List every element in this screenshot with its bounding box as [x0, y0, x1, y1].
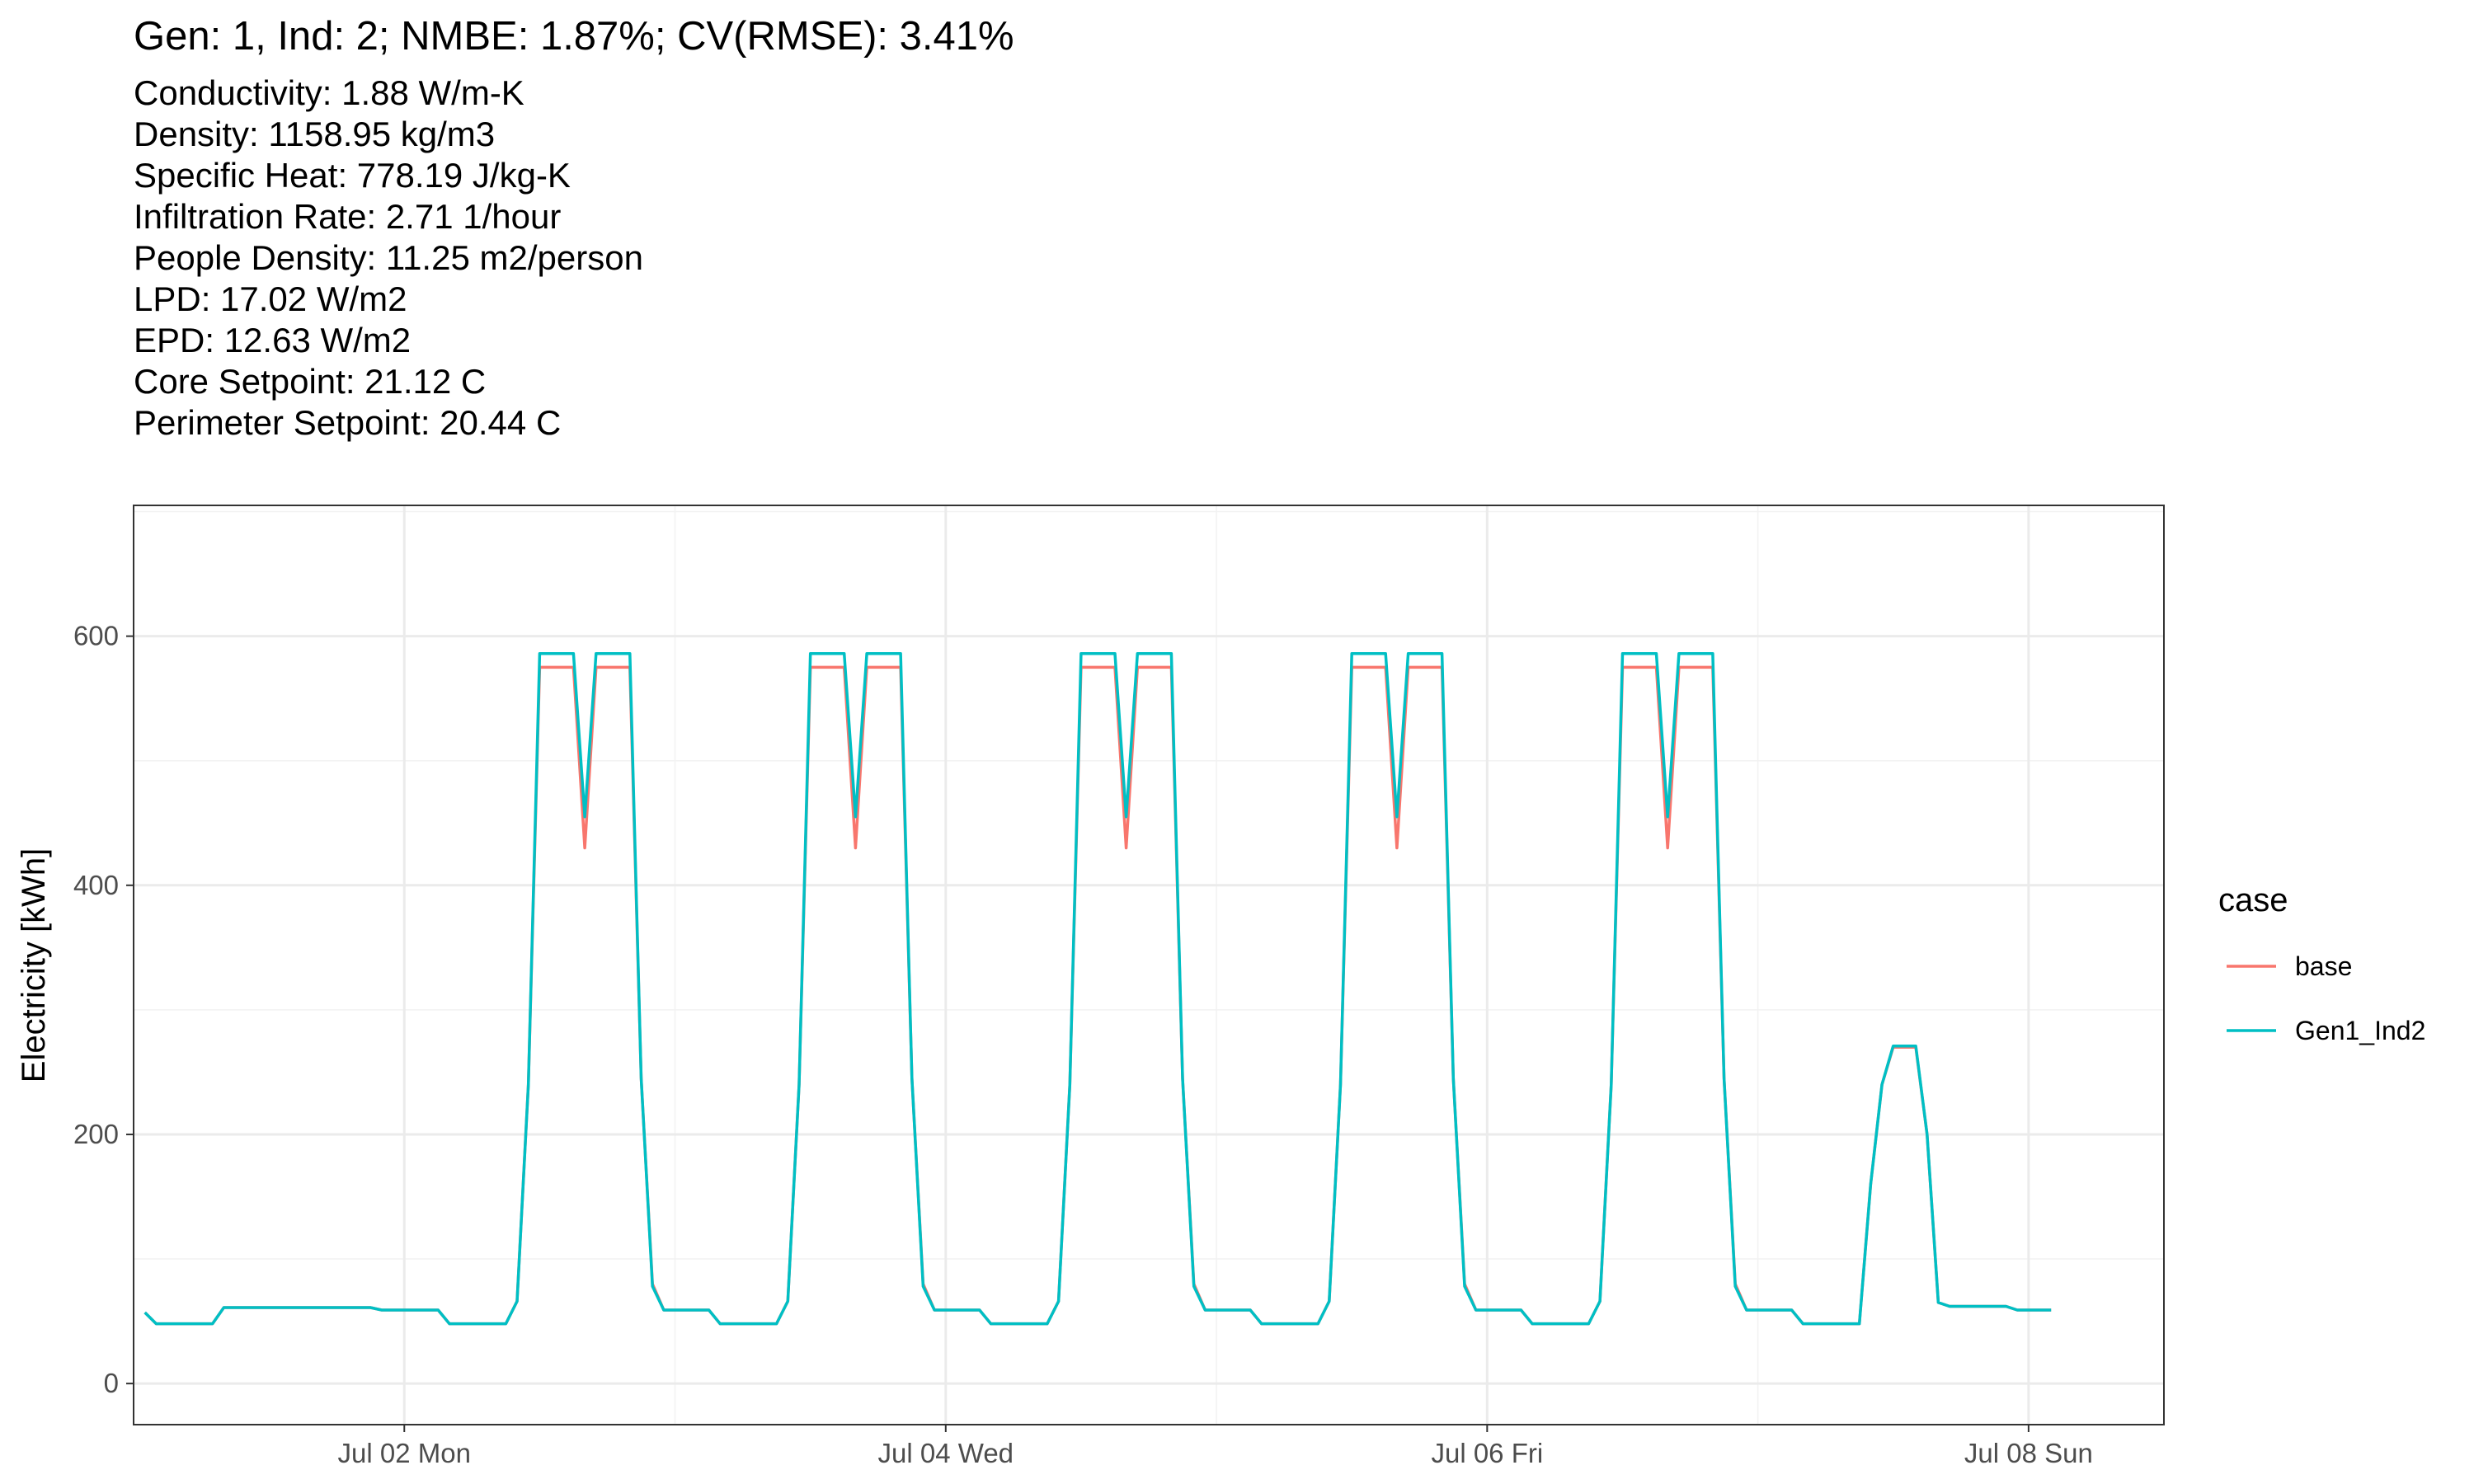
series-line-base: [143, 665, 2052, 1326]
x-tick-label: Jul 02 Mon: [338, 1438, 471, 1468]
chart-title: Gen: 1, Ind: 2; NMBE: 1.87%; CV(RMSE): 3…: [134, 14, 1014, 59]
y-tick-label: 600: [73, 621, 119, 651]
legend-label-gen1_ind2: Gen1_Ind2: [2295, 1016, 2425, 1045]
x-tick-label: Jul 08 Sun: [1964, 1438, 2093, 1468]
x-tick-label: Jul 04 Wed: [878, 1438, 1014, 1468]
y-tick-label: 400: [73, 870, 119, 900]
legend: case base Gen1_Ind2: [2218, 882, 2425, 1045]
legend-label-base: base: [2295, 951, 2352, 981]
legend-title: case: [2218, 882, 2288, 918]
x-tick-label: Jul 06 Fri: [1431, 1438, 1543, 1468]
series-line-gen1_ind2: [143, 652, 2052, 1326]
y-axis-title: Electricity [kWh]: [16, 848, 52, 1082]
grid-lines: [133, 505, 2164, 1425]
series-lines: [143, 652, 2052, 1326]
panel-border: [133, 505, 2165, 1425]
chart-subtitle: Conductivity: 1.88 W/m-K Density: 1158.9…: [134, 73, 643, 442]
y-tick-label: 200: [73, 1119, 119, 1149]
y-tick-label: 0: [104, 1368, 119, 1398]
axes: Jul 02 Mon Jul 04 Wed Jul 06 Fri Jul 08 Sun…: [73, 621, 2093, 1468]
